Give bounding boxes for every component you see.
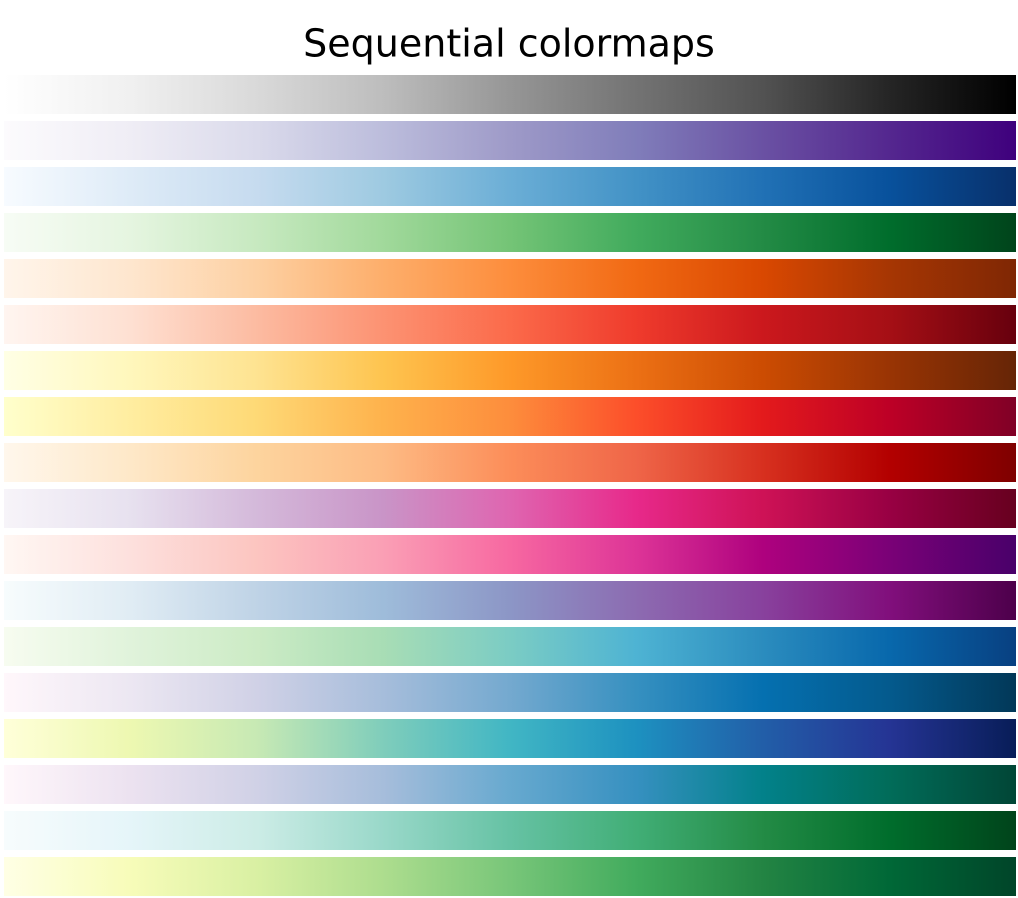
colormap-bar (4, 121, 1016, 160)
colormap-bar (4, 351, 1016, 390)
colormap-bar (4, 719, 1016, 758)
colormap-bar (4, 443, 1016, 482)
colormap-bar (4, 75, 1016, 114)
colormap-bar (4, 489, 1016, 528)
colormap-bar (4, 581, 1016, 620)
colormap-bar (4, 213, 1016, 252)
colormap-bar (4, 673, 1016, 712)
colormap-bar (4, 627, 1016, 666)
colormap-bar (4, 167, 1016, 206)
colormap-bar (4, 857, 1016, 896)
chart-title: Sequential colormaps (303, 22, 715, 66)
colormap-bar (4, 535, 1016, 574)
colormap-bar (4, 305, 1016, 344)
colormap-bar (4, 259, 1016, 298)
colormap-bar (4, 765, 1016, 804)
colormap-bar (4, 811, 1016, 850)
colormap-bar (4, 397, 1016, 436)
